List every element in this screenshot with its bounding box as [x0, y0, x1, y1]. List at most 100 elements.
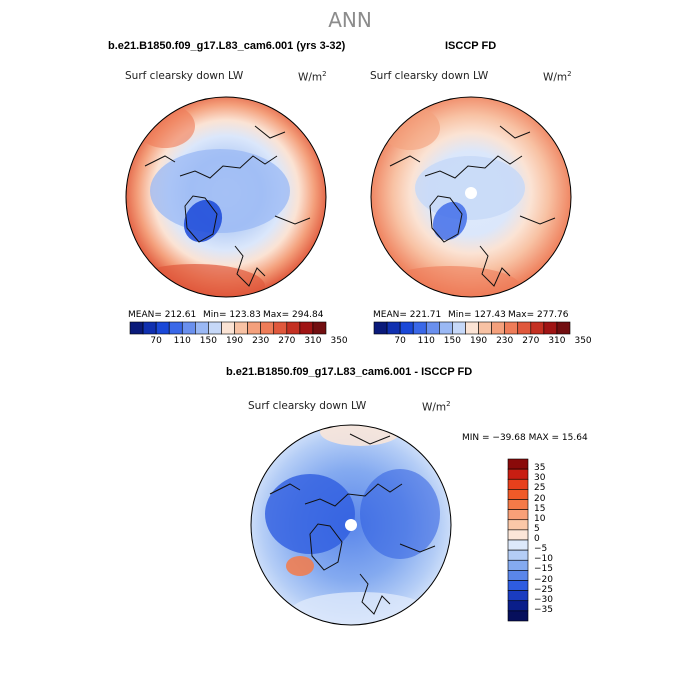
diff-colorbar-label: −20	[534, 574, 553, 585]
diff-colorbar-cell	[507, 559, 529, 571]
diff-colorbar-cell	[507, 529, 529, 541]
model-colorbar-tick: 350	[330, 336, 348, 346]
diff-colorbar-cell	[507, 468, 529, 480]
obs-colorbar-cell	[478, 321, 492, 335]
diff-colorbar-cell	[507, 549, 529, 561]
model-colorbar-tick: 230	[252, 336, 270, 346]
diff-colorbar-cell	[507, 600, 529, 612]
obs-mean: MEAN= 221.71	[373, 310, 442, 320]
diff-strong-negative	[265, 474, 355, 554]
obs-colorbar-tick: 270	[522, 336, 540, 346]
diff-colorbar-cell	[507, 499, 529, 510]
obs-warm-pacific	[380, 266, 520, 297]
diff-colorbar-label: −30	[534, 594, 553, 605]
diff-colorbar-cell	[507, 458, 529, 470]
model-colorbar-cell	[129, 321, 144, 335]
obs-colorbar-cell	[504, 321, 519, 335]
obs-colorbar-cell	[517, 321, 532, 335]
obs-coastlines	[389, 125, 556, 287]
diff-polar-map	[250, 424, 452, 626]
diff-coastlines	[269, 433, 436, 615]
model-colorbar-cell	[299, 321, 314, 335]
obs-colorbar-cell	[556, 321, 571, 335]
model-polar-map	[125, 96, 327, 298]
obs-colorbar-cell	[452, 321, 466, 335]
diff-colorbar-label: −35	[534, 604, 553, 615]
obs-colorbar-tick: 70	[394, 336, 406, 346]
obs-max: Max= 277.76	[508, 310, 569, 320]
obs-colorbar-cell	[425, 321, 440, 335]
model-colorbar-tick: 150	[199, 336, 217, 346]
diff-colorbar-cell	[507, 478, 529, 490]
obs-colorbar-tick: 190	[469, 336, 488, 346]
obs-colorbar-cell	[399, 321, 414, 335]
obs-colorbar-cell	[386, 321, 401, 335]
obs-colorbar-cell	[491, 321, 505, 335]
model-max: Max= 294.84	[263, 310, 324, 320]
model-colorbar-tick: 190	[225, 336, 244, 346]
model-colorbar-cell	[273, 321, 288, 335]
diff-colorbar	[507, 458, 529, 622]
diff-strong-negative-east	[360, 469, 440, 559]
model-mean: MEAN= 212.61	[128, 310, 197, 320]
model-colorbar-tick: 270	[278, 336, 296, 346]
obs-units-label: W/m2	[543, 70, 572, 84]
obs-warm-atlantic	[380, 106, 440, 150]
model-min: Min= 123.83	[203, 310, 261, 320]
model-colorbar-cell	[181, 321, 196, 335]
model-cold-region	[150, 149, 290, 233]
obs-map-border	[370, 96, 572, 298]
diff-minmax: MIN = −39.68 MAX = 15.64	[462, 433, 588, 443]
model-colorbar-ticks: 70 110 150 190 230 270 310 350	[120, 336, 347, 348]
model-colorbar-cell	[234, 321, 248, 335]
diff-colorbar-cell	[507, 519, 529, 531]
model-variable-label: Surf clearsky down LW	[125, 70, 244, 82]
model-colorbar-cell	[260, 321, 275, 335]
model-greenland-low	[183, 199, 223, 243]
obs-min: Min= 127.43	[448, 310, 506, 320]
diff-weak-south	[290, 592, 430, 625]
diff-colorbar-label: −25	[534, 584, 553, 595]
diff-positive-anomaly	[286, 556, 314, 576]
model-coastlines	[144, 125, 311, 287]
diff-colorbar-cell	[507, 489, 529, 500]
diff-map-border	[250, 424, 452, 626]
obs-variable-label: Surf clearsky down LW	[370, 70, 489, 82]
diff-colorbar-label: 5	[534, 523, 540, 534]
obs-colorbar-tick: 310	[548, 336, 566, 346]
diff-colorbar-label: 15	[534, 503, 546, 514]
model-colorbar-cell	[168, 321, 183, 335]
obs-colorbar	[373, 321, 571, 335]
obs-case-title: ISCCP FD	[445, 40, 497, 52]
diff-colorbar-cell	[507, 539, 529, 551]
diff-colorbar-cell	[507, 570, 529, 581]
model-colorbar-cell	[142, 321, 157, 335]
diff-colorbar-cell	[507, 580, 529, 591]
diff-colorbar-labels: 35 30 25 20 15 10 5 0 −5 −10 −15 −20 −25 −30 −35	[534, 459, 574, 624]
obs-colorbar-cell	[439, 321, 453, 335]
model-colorbar-cell	[208, 321, 222, 335]
diff-colorbar-label: −15	[534, 564, 553, 575]
obs-colorbar-cell	[543, 321, 558, 335]
diff-colorbar-label: 25	[534, 483, 546, 494]
diff-colorbar-label: 10	[534, 513, 546, 524]
model-colorbar-cell	[247, 321, 261, 335]
diff-colorbar-cell	[507, 509, 529, 521]
obs-pole-hole	[465, 187, 477, 199]
obs-colorbar-ticks: 70 110 150 190 230 270 310 350	[364, 336, 591, 348]
model-units-label: W/m2	[298, 70, 327, 84]
diff-colorbar-label: 35	[534, 463, 546, 474]
diff-pole-hole	[345, 519, 357, 531]
model-map-border	[125, 96, 327, 298]
obs-colorbar-cell	[530, 321, 545, 335]
diff-colorbar-label: 30	[534, 473, 546, 484]
model-colorbar-cell	[195, 321, 209, 335]
diff-colorbar-label: 0	[534, 534, 540, 544]
model-colorbar	[129, 321, 327, 335]
diff-variable-label: Surf clearsky down LW	[248, 400, 367, 412]
model-colorbar-cell	[155, 321, 170, 335]
diff-colorbar-label: −10	[534, 554, 553, 565]
diff-colorbar-cell	[507, 590, 529, 602]
obs-colorbar-tick: 150	[443, 336, 461, 346]
diff-colorbar-label: 20	[534, 493, 546, 504]
